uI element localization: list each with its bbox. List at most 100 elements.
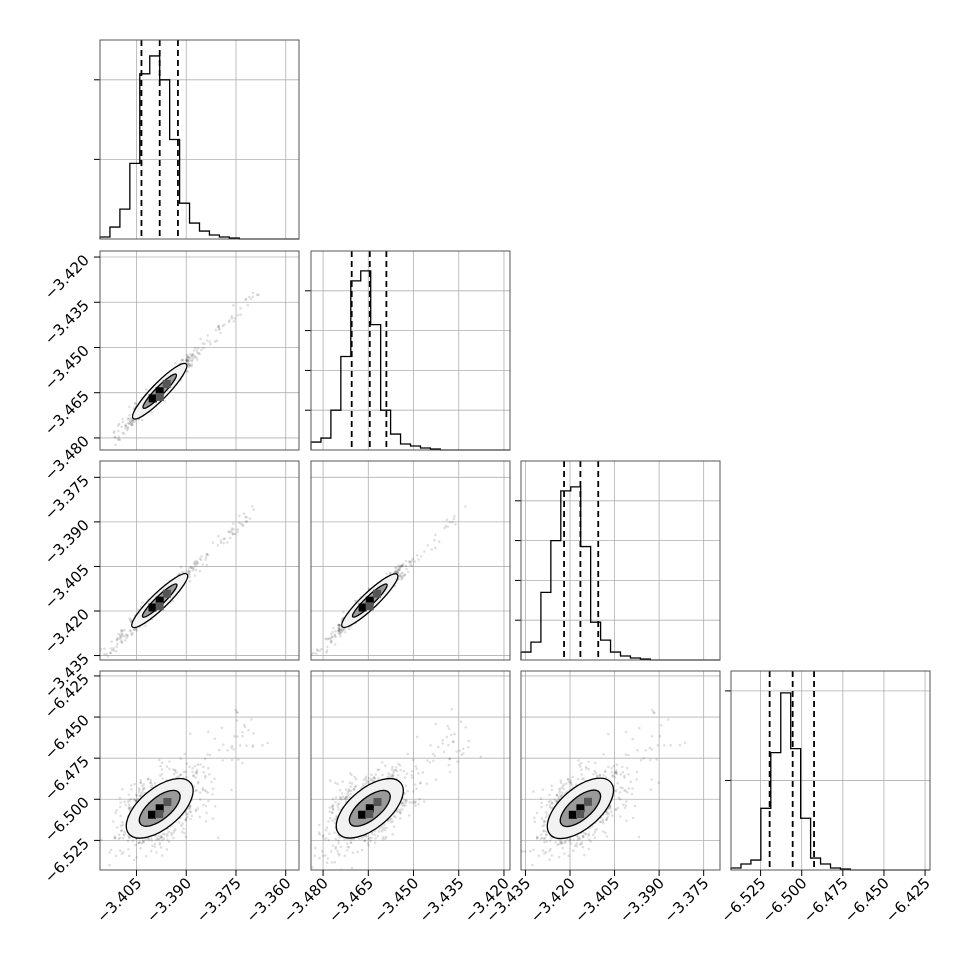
panel-3-2-point [627,753,630,757]
panel-2-1-point [404,559,408,563]
panel-3-0-point [226,749,229,752]
panel-1-0-point [126,417,130,420]
panel-2-0-point [231,522,235,525]
panel-3-0-point [131,839,135,843]
panel-2-0-point [135,629,139,632]
panel-3-2-point [625,766,629,770]
panel-2-0-point [133,628,136,632]
panel-3-1-point [297,880,300,883]
panel-3-0-point [211,817,215,820]
panel-3-1-point [337,839,340,842]
panel-3-2-point [617,796,621,799]
panel-1-0-point [180,359,183,362]
panel-3-0-point [144,838,147,841]
panel-3-2-point [567,854,570,858]
panel-3-2-point [631,816,635,820]
panel-2-0-point [193,562,197,565]
panel-1-0-point [197,351,200,355]
panel-3-1-point [322,834,325,837]
panel-3-0-point [113,835,117,838]
panel-3-0-point [196,807,200,810]
panel-1-0-point [209,342,212,346]
panel-2-0-point [228,530,231,534]
panel-3-2-point [544,811,548,814]
panel-3-2-density-cell-2 [584,797,592,806]
panel-2-0-point [191,567,194,570]
panel-2-1-point [315,652,318,655]
panel-3-1-point [445,735,449,739]
panel-2-0 [99,460,300,661]
panel-3-2-point [542,819,546,822]
panel-3-1-point [364,775,368,779]
panel-3-2-point [624,730,628,734]
panel-3-2-point [559,794,562,797]
panel-3-1-point [318,832,322,836]
panel-3-2-point [650,748,654,751]
panel-1-0-point [186,370,189,373]
panel-3-0-point [252,732,255,735]
panel-3-1-point [460,753,464,756]
panel-3-0-point [86,897,89,900]
panel-2-0-point [118,637,122,641]
panel-3-1-point [334,847,337,850]
panel-3-0-point [204,804,208,808]
panel-1-0-point [193,355,197,359]
panel-3-1-point [348,781,352,784]
panel-3-1-point [370,832,374,835]
panel-3-2-point [581,836,585,839]
panel-3-0-point [108,863,111,867]
panel-3-1-point [278,862,281,865]
panel-3-0-point [57,884,60,887]
panel-3-0-point [157,834,160,838]
panel-3-0-point [115,809,118,812]
panel-1-0-point [196,351,199,354]
panel-1-0-point [239,313,242,317]
panel-1-0-point [131,421,134,424]
panel-3-0-point [204,774,207,778]
panel-2-1-point [415,554,419,557]
panel-1-0-point [187,362,190,366]
panel-2-0-point [133,628,136,631]
panel-3-2-point [615,763,619,766]
panel-3-0-point [85,857,88,860]
panel-1-0-point [127,418,130,421]
panel-2-0-point [144,624,147,628]
panel-2-1-density-cell-2 [373,589,381,598]
panel-1-0-point [124,426,127,430]
panel-3-0-point [251,744,255,747]
panel-2-1-point [437,540,441,543]
panel-1-0-point [150,411,153,414]
panel-3-0-point [160,768,164,771]
panel-3-0-point [123,800,126,804]
panel-1-0-point [128,422,131,425]
panel-3-2-point [560,786,563,790]
panel-3-0-point [230,788,233,792]
panel-3-0-point [192,774,195,778]
panel-1-0-point [187,365,191,369]
panel-3-0-point [196,780,200,784]
panel-2-1-point [340,617,344,621]
panel-3-1-point [415,767,419,771]
panel-3-0-point [251,745,254,749]
panel-3-0-point [235,719,239,722]
panel-3-0-point [153,845,157,848]
panel-3-1-point [429,744,432,747]
panel-3-1-point [415,735,419,739]
panel-2-0-point [188,570,192,573]
panel-2-1-point [339,630,343,634]
panel-2-0-point [121,634,124,638]
panel-3-1-point [334,800,337,804]
panel-3-1-point [362,778,366,781]
panel-2-0-point [103,653,106,656]
panel-3-1-point [301,880,304,883]
panel-2-1-point [337,627,341,630]
panel-3-2-point [577,759,580,762]
panel-3-2-point [555,799,559,803]
panel-2-0-point [231,532,235,536]
panel-3-1-point [339,797,342,800]
panel-1-0-point [188,359,191,362]
panel-3-0-point [82,881,85,884]
panel-3-2-point [550,784,553,787]
panel-2-1-point [324,637,327,640]
panel-3-0-point [151,844,154,848]
